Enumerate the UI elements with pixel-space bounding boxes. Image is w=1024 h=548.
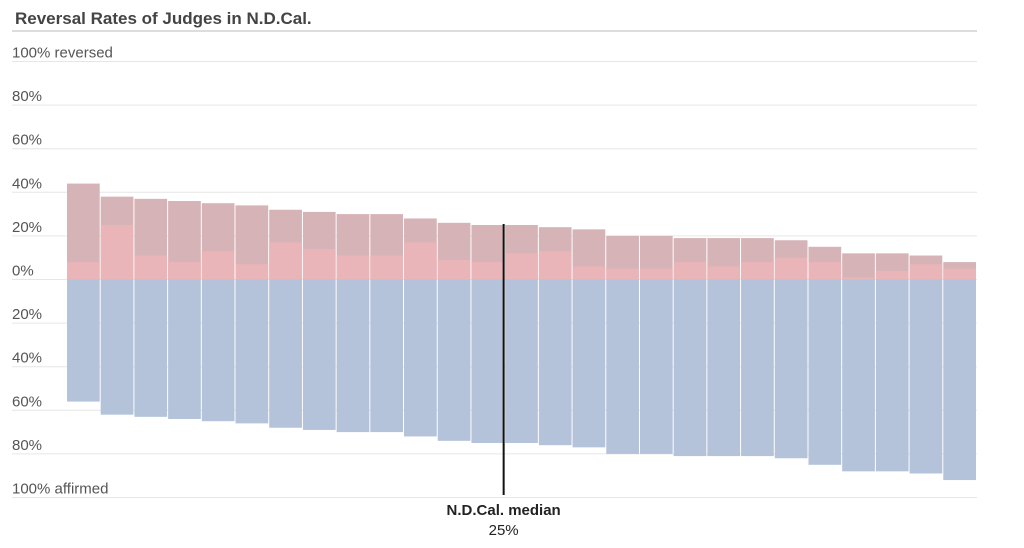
reversed-partial-bar: [741, 262, 774, 280]
affirmed-bar: [404, 279, 437, 437]
affirmed-bar: [168, 279, 201, 420]
reversed-partial-bar: [639, 268, 673, 280]
y-tick-label: 80%: [12, 437, 42, 454]
median-annotation: N.D.Cal. median 25%: [447, 224, 561, 539]
reversed-partial-bar: [943, 268, 976, 280]
affirmed-bar: [235, 279, 269, 424]
affirmed-bar: [875, 279, 909, 472]
y-tick-label: 40%: [12, 350, 42, 367]
affirmed-bar: [606, 279, 639, 454]
affirmed-bar: [741, 279, 774, 457]
reversed-partial-bar: [572, 266, 606, 280]
affirmed-bar: [572, 279, 606, 448]
reversed-partial-bar: [842, 277, 875, 280]
affirmed-bar: [370, 279, 404, 433]
affirmed-bar: [269, 279, 302, 428]
affirmed-bar: [302, 279, 336, 430]
y-tick-label: 40%: [12, 175, 42, 192]
chart-title: Reversal Rates of Judges in N.D.Cal.: [15, 9, 312, 28]
reversed-partial-bar: [100, 225, 134, 280]
reversed-partial-bar: [505, 253, 538, 280]
y-tick-label: 100% reversed: [12, 45, 113, 62]
affirmed-bar: [134, 279, 168, 417]
reversed-partial-bar: [302, 248, 336, 280]
y-axis-ticks: 100% reversed 80% 60% 40% 20% 0% 20% 40% 60% 80% 1…: [12, 45, 113, 498]
reversed-partial-bar: [168, 262, 201, 280]
reversed-partial-bar: [875, 270, 909, 280]
affirmed-bar: [639, 279, 673, 454]
affirmed-bar: [774, 279, 808, 459]
median-label: N.D.Cal. median: [447, 502, 561, 519]
reversed-partial-bar: [269, 242, 302, 280]
affirmed-bar: [538, 279, 572, 446]
affirmed-bar: [100, 279, 134, 415]
affirmed-bar: [943, 279, 976, 481]
affirmed-bar: [842, 279, 875, 472]
reversed-bar: [842, 253, 875, 280]
reversed-partial-bar: [404, 242, 437, 280]
y-tick-label: 60%: [12, 132, 42, 149]
reversed-partial-bar: [774, 257, 808, 280]
reversed-partial-bar: [707, 266, 741, 280]
affirmed-bar: [471, 279, 505, 443]
affirmed-bar: [336, 279, 370, 433]
affirmed-bar: [808, 279, 842, 465]
reversed-partial-bar: [67, 262, 100, 280]
reversed-partial-bar: [201, 251, 235, 280]
y-tick-label: 80%: [12, 88, 42, 105]
y-tick-label: 100% affirmed: [12, 481, 108, 498]
bars: [67, 183, 976, 481]
affirmed-bar: [707, 279, 741, 457]
affirmed-bar: [201, 279, 235, 422]
reversed-partial-bar: [909, 264, 943, 280]
reversed-partial-bar: [471, 262, 505, 280]
reversed-partial-bar: [538, 251, 572, 280]
affirmed-bar: [673, 279, 707, 457]
reversed-partial-bar: [336, 255, 370, 280]
y-tick-label: 0%: [12, 263, 34, 280]
reversed-partial-bar: [606, 268, 639, 280]
median-value: 25%: [489, 522, 519, 539]
y-tick-label: 60%: [12, 393, 42, 410]
y-tick-label: 20%: [12, 219, 42, 236]
reversed-partial-bar: [437, 259, 471, 280]
reversed-partial-bar: [370, 255, 404, 280]
affirmed-bar: [909, 279, 943, 474]
affirmed-bar: [67, 279, 100, 402]
reversed-partial-bar: [808, 262, 842, 280]
reversed-partial-bar: [673, 262, 707, 280]
affirmed-bar: [437, 279, 471, 441]
y-tick-label: 20%: [12, 306, 42, 323]
reversed-partial-bar: [134, 255, 168, 280]
reversed-partial-bar: [235, 264, 269, 280]
affirmed-bar: [505, 279, 538, 443]
